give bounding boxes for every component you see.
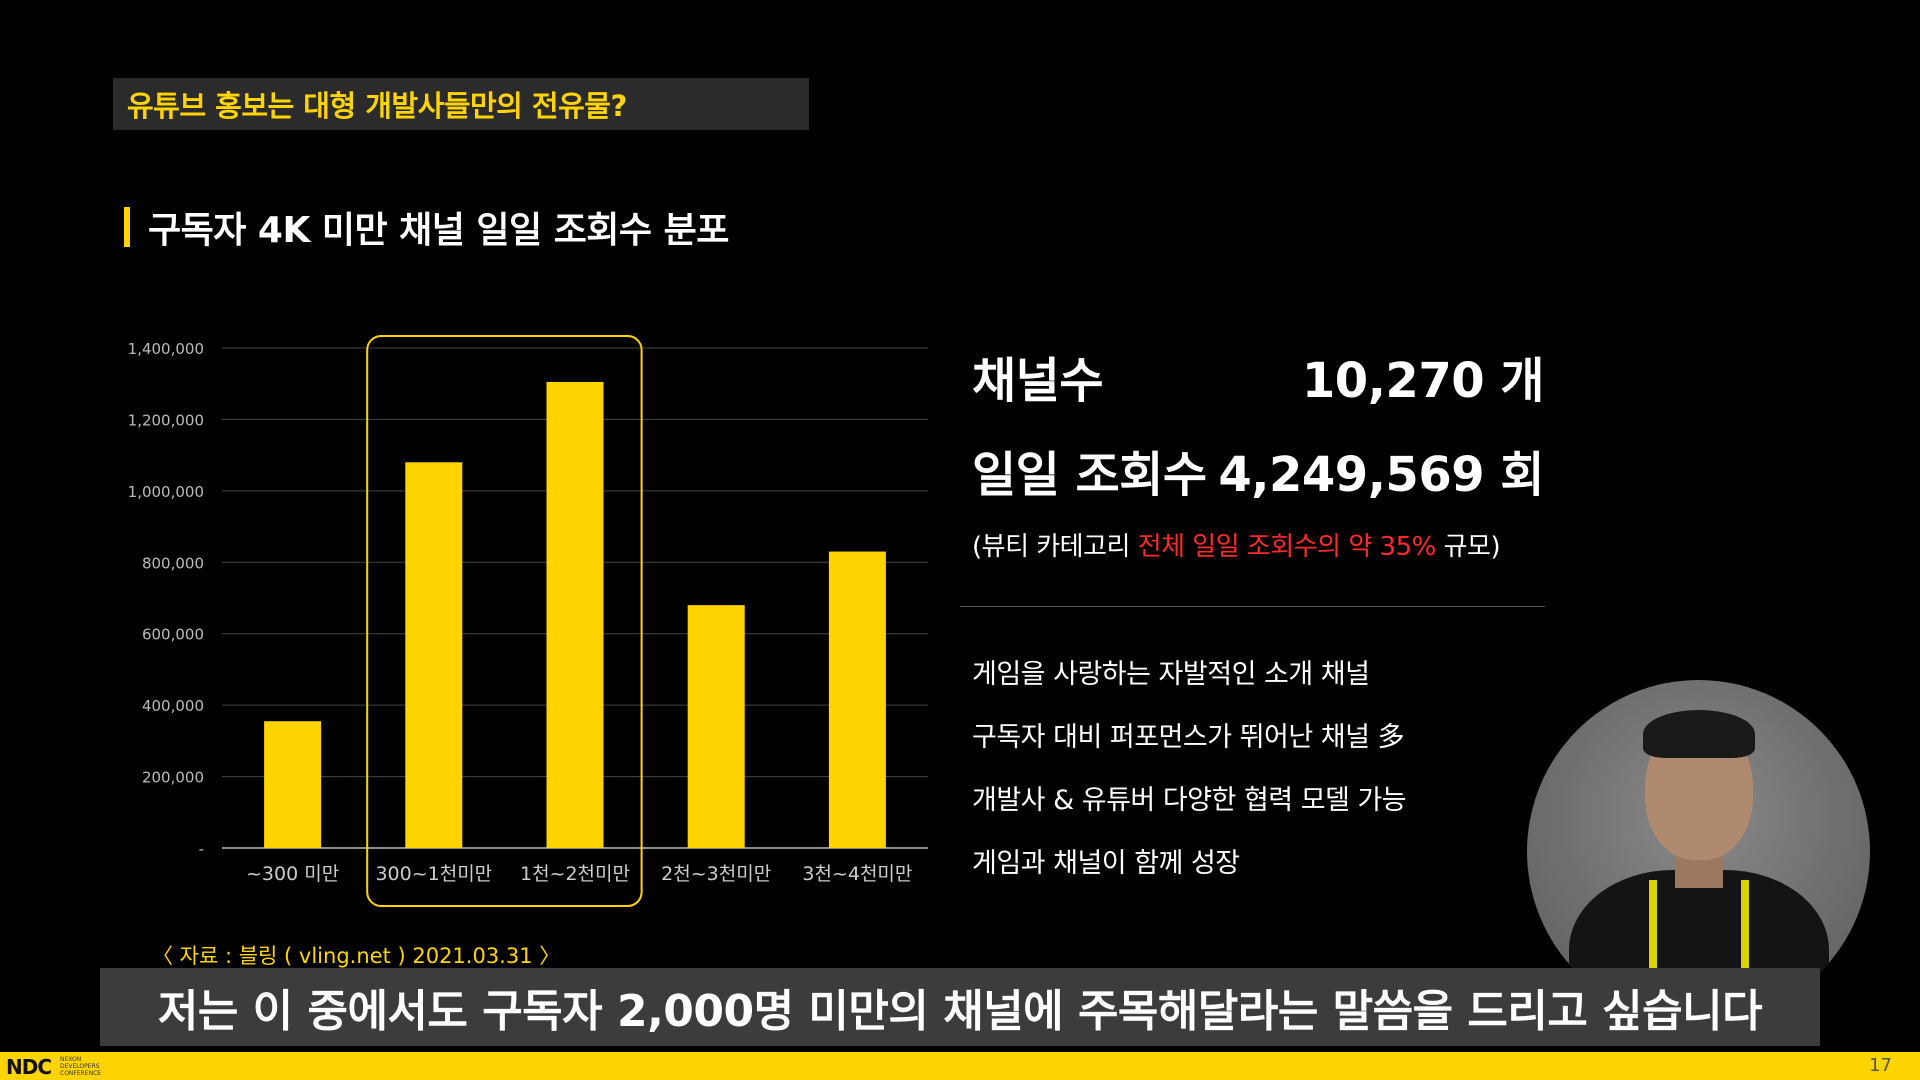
- stat-note-highlight: 전체 일일 조회수의 약 35%: [1137, 532, 1437, 562]
- bullet-item: 게임을 사랑하는 자발적인 소개 채널: [972, 659, 1370, 690]
- y-tick-label: 800,000: [142, 554, 204, 572]
- ndc-logo-subtext: NEXON DEVELOPERS CONFERENCE: [60, 1056, 101, 1077]
- stat-note: (뷰티 카테고리 전체 일일 조회수의 약 35% 규모): [972, 526, 1501, 563]
- bar: [405, 462, 463, 848]
- logo-sub-line: NEXON: [60, 1056, 82, 1063]
- source-citation: 〈 자료 : 블링 ( vling.net ) 2021.03.31 〉: [152, 944, 561, 968]
- bar: [687, 605, 745, 848]
- x-tick-label: 1천~2천미만: [520, 863, 630, 885]
- page-number: 17: [1869, 1055, 1892, 1076]
- lanyard-strap-left: [1649, 880, 1657, 1023]
- highlight-box: [366, 335, 643, 907]
- stat-views-value: 4,249,569 회: [1218, 447, 1544, 503]
- x-tick-label: 2천~3천미만: [661, 863, 771, 885]
- footer-bar: NDC NEXON DEVELOPERS CONFERENCE 17: [0, 1052, 1920, 1080]
- stat-channels-value: 10,270 개: [1301, 353, 1545, 409]
- logo-sub-line: CONFERENCE: [60, 1070, 102, 1077]
- stat-channels-label: 채널수: [972, 353, 1103, 409]
- y-tick-label: 200,000: [142, 769, 204, 787]
- bar: [546, 381, 604, 848]
- bar: [264, 721, 322, 848]
- y-tick-label: -: [199, 840, 204, 858]
- y-tick-label: 1,400,000: [128, 340, 204, 358]
- logo-sub-line: DEVELOPERS: [60, 1063, 100, 1070]
- ndc-logo: NDC: [6, 1055, 52, 1079]
- y-tick-label: 1,000,000: [128, 483, 204, 501]
- bullet-item: 게임과 채널이 함께 성장: [972, 848, 1240, 879]
- x-tick-label: 3천~4천미만: [802, 863, 912, 885]
- presenter-hair: [1643, 710, 1755, 758]
- header-title: 유튜브 홍보는 대형 개발사들만의 전유물?: [127, 89, 627, 123]
- section-title: 구독자 4K 미만 채널 일일 조회수 분포: [124, 204, 729, 251]
- bullet-list: 게임을 사랑하는 자발적인 소개 채널 구독자 대비 퍼포먼스가 뛰어난 채널 …: [972, 652, 1407, 904]
- divider: [960, 606, 1545, 607]
- lanyard-strap-right: [1741, 880, 1749, 1023]
- stat-channels: 채널수 10,270 개: [972, 340, 1545, 412]
- stats-panel: 채널수 10,270 개 일일 조회수 4,249,569 회: [972, 340, 1545, 528]
- x-tick-label: ~300 미만: [246, 863, 339, 885]
- section-title-marker: [124, 207, 130, 247]
- y-tick-label: 600,000: [142, 626, 204, 644]
- y-tick-label: 400,000: [142, 697, 204, 715]
- bar: [828, 551, 886, 848]
- stat-note-prefix: (뷰티 카테고리: [972, 532, 1138, 562]
- y-tick-label: 1,200,000: [128, 411, 204, 429]
- bullet-item: 구독자 대비 퍼포먼스가 뛰어난 채널 多: [972, 722, 1405, 753]
- subtitle-text: 저는 이 중에서도 구독자 2,000명 미만의 채널에 주목해달라는 말씀을 …: [157, 986, 1763, 1037]
- subtitle-caption: 저는 이 중에서도 구독자 2,000명 미만의 채널에 주목해달라는 말씀을 …: [100, 968, 1820, 1046]
- bar-chart: - 200,000 400,000 600,000 800,000 1,000,000 1,…: [128, 335, 928, 907]
- section-title-text: 구독자 4K 미만 채널 일일 조회수 분포: [148, 210, 729, 251]
- stat-views-label: 일일 조회수: [972, 447, 1207, 503]
- x-tick-label: 300~1천미만: [375, 863, 492, 885]
- header-bar: 유튜브 홍보는 대형 개발사들만의 전유물?: [113, 78, 809, 130]
- bullet-item: 개발사 & 유튜버 다양한 협력 모델 가능: [972, 785, 1407, 816]
- stat-note-suffix: 규모): [1435, 532, 1501, 562]
- stat-views: 일일 조회수 4,249,569 회: [972, 434, 1544, 506]
